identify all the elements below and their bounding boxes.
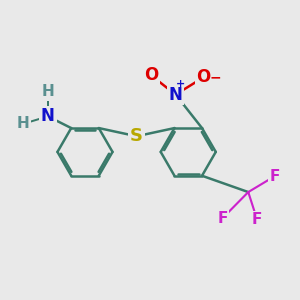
Text: O: O [196,68,211,86]
Text: S: S [130,127,143,145]
Text: N: N [41,107,55,125]
Text: −: − [209,70,221,84]
Text: +: + [176,79,185,89]
Text: N: N [169,85,183,103]
Text: O: O [144,66,158,84]
Text: F: F [218,211,228,226]
Text: H: H [41,84,54,99]
Text: F: F [270,169,280,184]
Text: H: H [16,116,29,131]
Text: F: F [252,212,262,227]
